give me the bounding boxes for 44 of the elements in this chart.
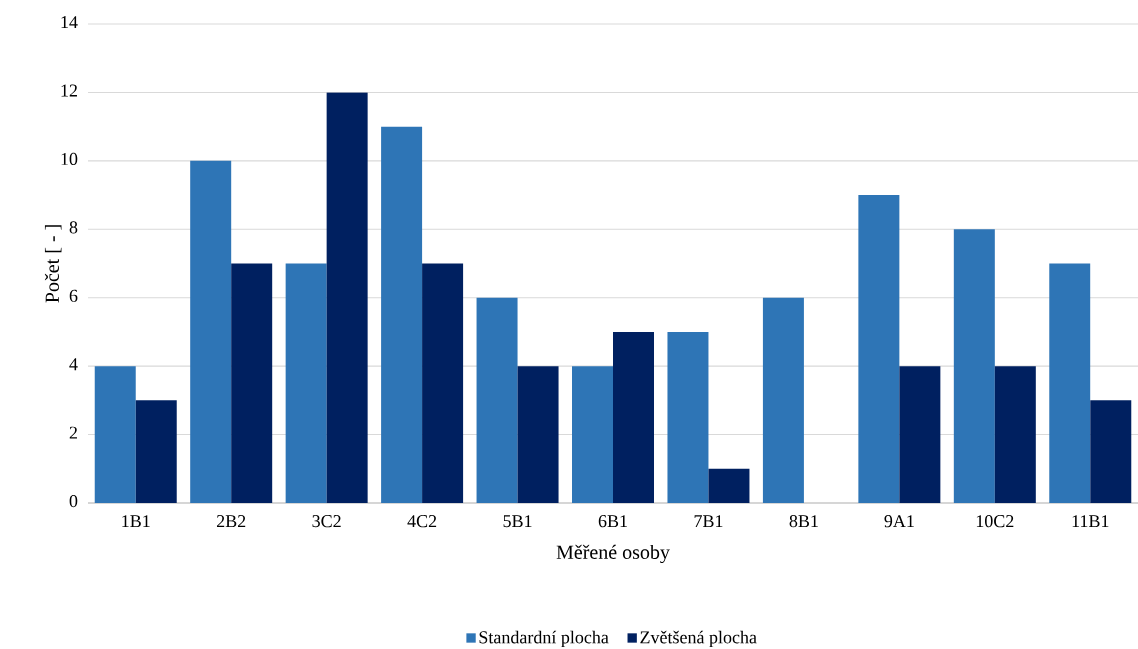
- bar: [381, 126, 423, 503]
- legend-label: Standardní plocha: [479, 630, 609, 648]
- y-tick-label: 6: [69, 289, 78, 302]
- y-tick-label: 10: [61, 152, 78, 166]
- bar: [326, 92, 368, 503]
- bar: [667, 331, 709, 503]
- bar: [476, 297, 518, 503]
- y-tick-label: 2: [69, 426, 77, 439]
- y-axis-title: Počet [ - ]: [44, 225, 62, 303]
- y-tick-label: 8: [69, 221, 78, 234]
- bar: [899, 366, 941, 503]
- x-tick-label: 9A1: [884, 515, 914, 528]
- bar: [858, 195, 900, 503]
- legend-label: Zvětšená plocha: [640, 630, 757, 648]
- x-axis-title: Měřené osoby: [556, 544, 670, 564]
- x-tick-label: 3C2: [312, 515, 341, 528]
- bar: [1049, 263, 1091, 503]
- y-tick-label: 4: [69, 358, 78, 371]
- x-tick-label: 2B2: [216, 515, 246, 528]
- bar: [422, 263, 464, 503]
- bar: [231, 263, 273, 503]
- bar: [190, 160, 232, 503]
- bar: [708, 468, 750, 503]
- x-tick-label: 8B1: [789, 515, 818, 528]
- x-tick-label: 7B1: [694, 515, 723, 528]
- x-tick-label: 11B1: [1072, 515, 1109, 528]
- bar: [517, 366, 559, 503]
- bar: [94, 366, 136, 503]
- bar: [572, 366, 613, 503]
- y-tick-label: 0: [69, 495, 78, 508]
- x-tick-label: 6B1: [598, 515, 627, 528]
- bar: [613, 331, 654, 503]
- y-tick-label: 14: [61, 16, 78, 28]
- y-tick-label: 12: [61, 84, 77, 97]
- x-tick-label: 1B1: [122, 515, 150, 528]
- bar: [953, 229, 995, 503]
- bar: [1090, 400, 1132, 503]
- bar: [285, 263, 327, 503]
- x-tick-label: 5B1: [503, 515, 532, 528]
- bar: [994, 366, 1036, 503]
- x-tick-label: 10C2: [976, 515, 1014, 528]
- x-tick-label: 4C2: [407, 515, 437, 528]
- bar: [135, 400, 177, 503]
- bar: [762, 297, 804, 503]
